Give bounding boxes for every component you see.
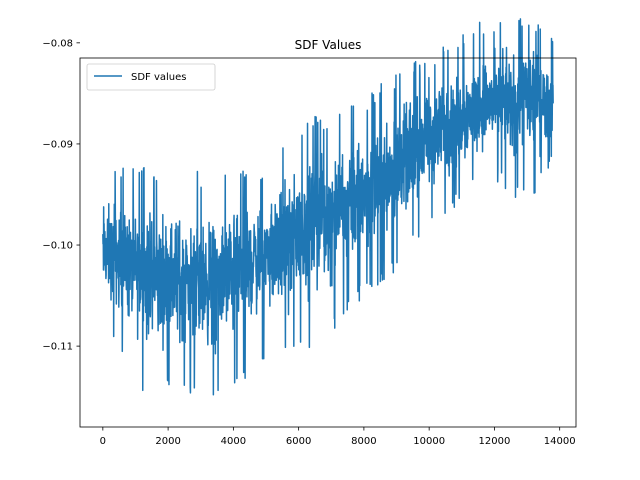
x-tick-label: 8000 bbox=[351, 436, 376, 447]
y-axis: −0.11 −0.10 −0.09 −0.08 bbox=[42, 38, 80, 353]
sdf-values-series-line bbox=[102, 18, 554, 396]
legend-box bbox=[86, 63, 216, 91]
y-tick-label: −0.10 bbox=[42, 241, 73, 252]
legend-label: SDF values bbox=[131, 72, 187, 83]
x-tick-label: 0 bbox=[100, 436, 106, 447]
x-tick-label: 4000 bbox=[221, 436, 246, 447]
y-tick-label: −0.08 bbox=[42, 38, 73, 49]
x-tick-label: 12000 bbox=[479, 436, 511, 447]
legend: SDF values bbox=[86, 63, 216, 91]
x-tick-label: 6000 bbox=[286, 436, 311, 447]
y-tick-label: −0.09 bbox=[42, 139, 73, 150]
plot-frame bbox=[79, 57, 577, 428]
y-tick-label: −0.11 bbox=[42, 342, 73, 353]
x-axis: 0 2000 4000 6000 8000 10000 12000 14000 bbox=[100, 427, 576, 447]
x-tick-label: 14000 bbox=[544, 436, 576, 447]
series-layer bbox=[102, 18, 554, 396]
x-tick-label: 10000 bbox=[413, 436, 445, 447]
chart-title: SDF Values bbox=[295, 38, 362, 52]
x-tick-label: 2000 bbox=[155, 436, 180, 447]
